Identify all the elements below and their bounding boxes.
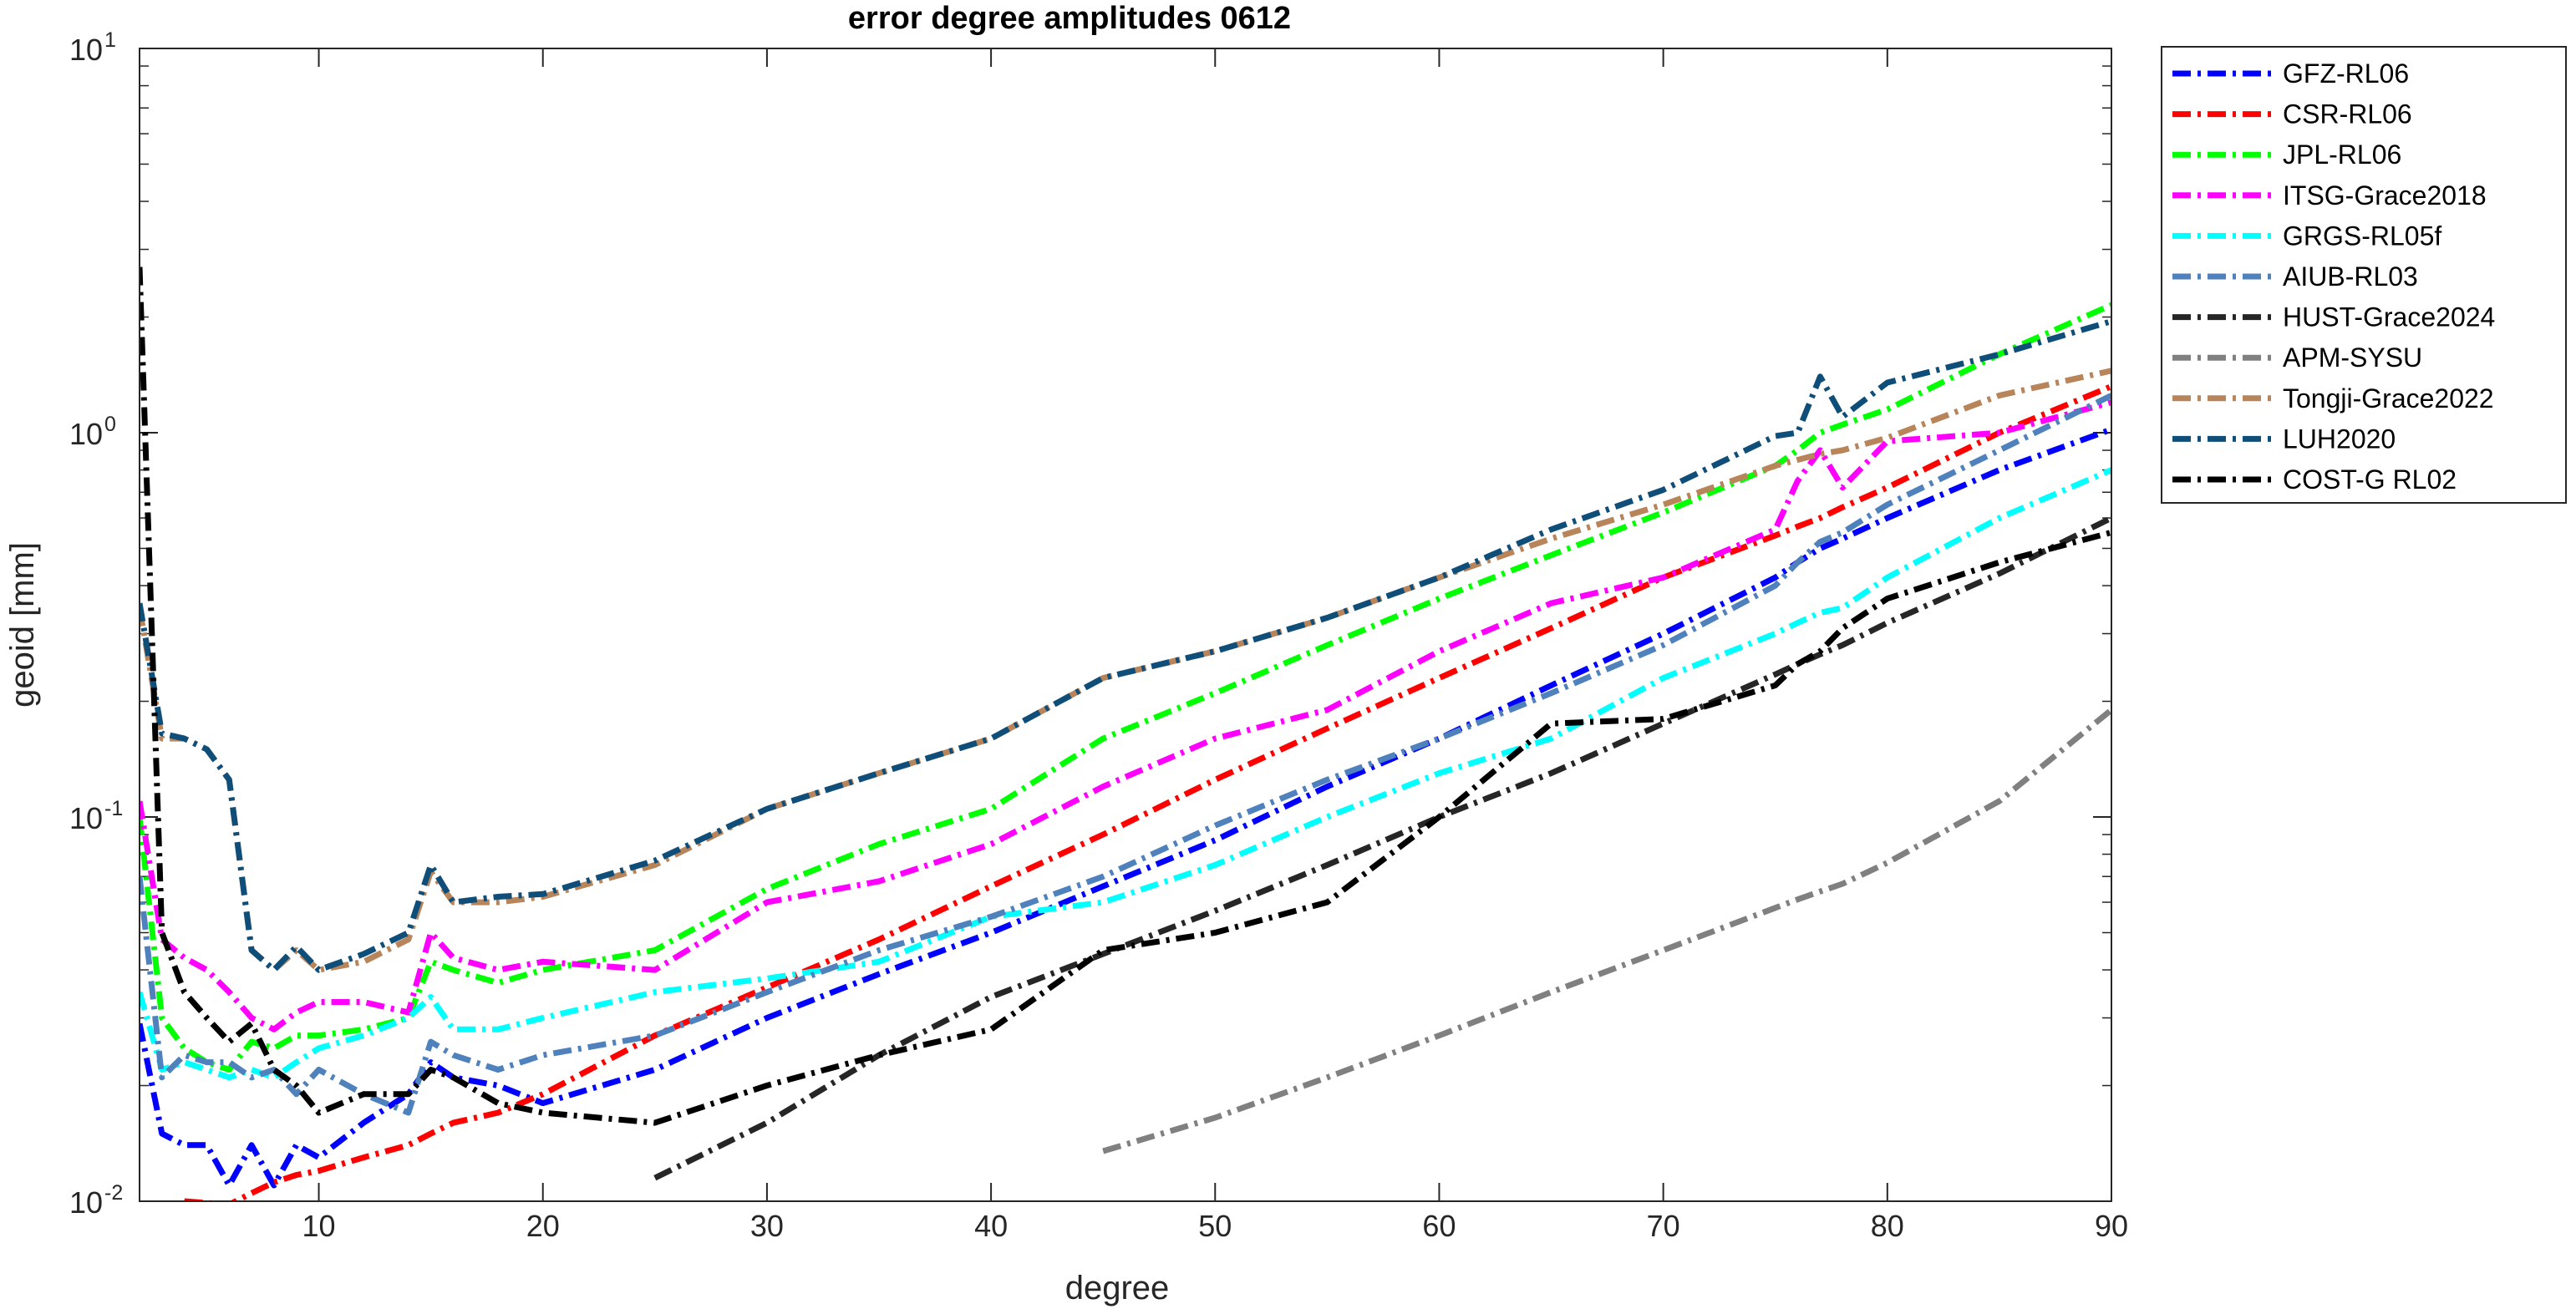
y-tick-label: 10 <box>69 417 103 451</box>
series-line-luh2020 <box>140 318 2111 973</box>
y-tick-label: 10 <box>69 33 103 67</box>
legend-label-tongji-grace2022: Tongji-Grace2022 <box>2283 383 2494 414</box>
series-lines <box>140 266 2111 1201</box>
legend-label-jpl-rl06: JPL-RL06 <box>2283 140 2401 170</box>
legend-label-grgs-rl05f: GRGS-RL05f <box>2283 221 2441 251</box>
series-line-apm-sysu <box>1102 708 2111 1154</box>
chart-title: error degree amplitudes 0612 <box>848 1 1291 36</box>
x-tick-label: 10 <box>302 1209 336 1243</box>
x-tick-label: 70 <box>1647 1209 1680 1243</box>
legend-label-csr-rl06: CSR-RL06 <box>2283 99 2412 129</box>
series-line-aiub-rl03 <box>140 393 2111 1116</box>
series-line-itsg-grace2018 <box>140 399 2111 1032</box>
x-tick-label: 30 <box>750 1209 784 1243</box>
y-tick-label: 10 <box>69 801 103 835</box>
legend-label-itsg-grace2018: ITSG-Grace2018 <box>2283 180 2487 211</box>
x-tick-label: 50 <box>1198 1209 1232 1243</box>
y-tick-exponent: -2 <box>104 1181 123 1205</box>
series-line-csr-rl06 <box>184 383 2111 1201</box>
series-line-jpl-rl06 <box>140 302 2111 1073</box>
legend-label-apm-sysu: APM-SYSU <box>2283 342 2422 373</box>
x-tick-label: 20 <box>526 1209 560 1243</box>
series-line-grgs-rl05f <box>140 467 2111 1081</box>
y-axis-label: geoid [mm] <box>4 542 41 708</box>
series-line-cost-g-rl02 <box>140 266 2111 1126</box>
y-tick-exponent: 0 <box>104 413 116 436</box>
legend: GFZ-RL06 CSR-RL06 JPL-RL06 ITSG-Grace2018 GR… <box>2161 46 2567 504</box>
legend-label-gfz-rl06: GFZ-RL06 <box>2283 58 2409 89</box>
legend-box <box>2161 46 2567 504</box>
plot-frame <box>139 48 2112 1202</box>
x-tick-label: 40 <box>974 1209 1008 1243</box>
y-tick-exponent: -1 <box>104 797 123 820</box>
legend-label-hust-grace2024: HUST-Grace2024 <box>2283 302 2495 332</box>
legend-label-luh2020: LUH2020 <box>2283 424 2396 454</box>
x-tick-label: 80 <box>1871 1209 1904 1243</box>
y-tick-exponent: 1 <box>104 28 116 52</box>
legend-label-aiub-rl03: AIUB-RL03 <box>2283 261 2418 292</box>
legend-label-cost-g-rl02: COST-G RL02 <box>2283 464 2457 495</box>
series-line-hust-grace2024 <box>653 515 2111 1181</box>
x-tick-label: 90 <box>2095 1209 2128 1243</box>
y-tick-label: 10 <box>69 1185 103 1220</box>
x-axis-label: degree <box>1065 1270 1170 1306</box>
plot-area <box>140 48 2111 1201</box>
x-tick-label: 60 <box>1422 1209 1456 1243</box>
